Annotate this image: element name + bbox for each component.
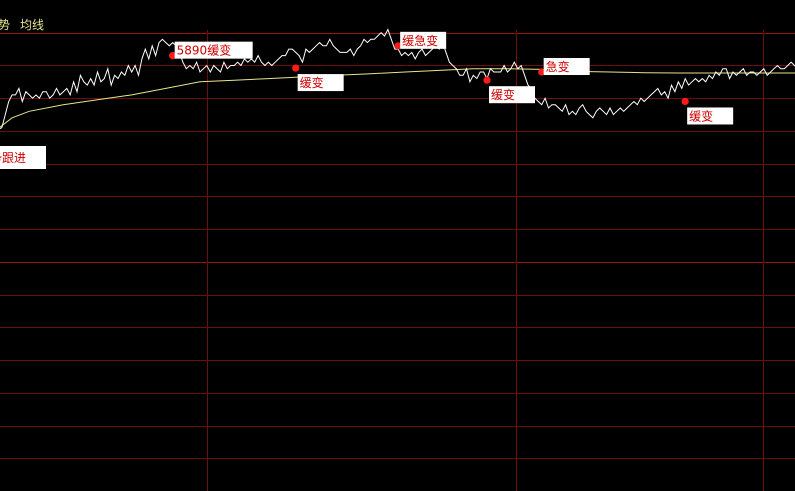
- annotation-box: [174, 41, 253, 59]
- price-line-group: [0, 28, 795, 130]
- side-note-box: [0, 146, 46, 169]
- gridlines: [0, 30, 795, 491]
- signal-dot: [538, 68, 546, 76]
- side-note-label: 势跟进: [0, 151, 26, 165]
- annotation-box: [400, 31, 447, 49]
- annotation-label: 缓急变: [402, 33, 438, 48]
- signal-dot: [483, 76, 491, 84]
- annotation-box: [543, 58, 590, 76]
- annotation-label: 5890缓变: [177, 43, 232, 58]
- annotation-box: [489, 86, 535, 104]
- price-line: [0, 28, 795, 130]
- side-note-group: 势跟进: [0, 146, 46, 169]
- legend-avg-label: 均线: [20, 18, 44, 32]
- signal-dot: [681, 97, 689, 106]
- annotation-label: 缓变: [689, 108, 713, 123]
- header-prefix: 势: [0, 18, 10, 32]
- annotation-label: 缓变: [491, 87, 515, 102]
- avg-line: [0, 68, 795, 128]
- avg-line-group: [0, 68, 795, 128]
- annotation-label: 急变: [546, 59, 570, 74]
- signal-dot: [394, 42, 402, 50]
- annotation-box: [687, 107, 734, 125]
- annotation-label: 缓变: [300, 75, 324, 90]
- annotation-box: [297, 74, 344, 92]
- signal-dot: [169, 52, 177, 60]
- signal-dot: [292, 64, 300, 72]
